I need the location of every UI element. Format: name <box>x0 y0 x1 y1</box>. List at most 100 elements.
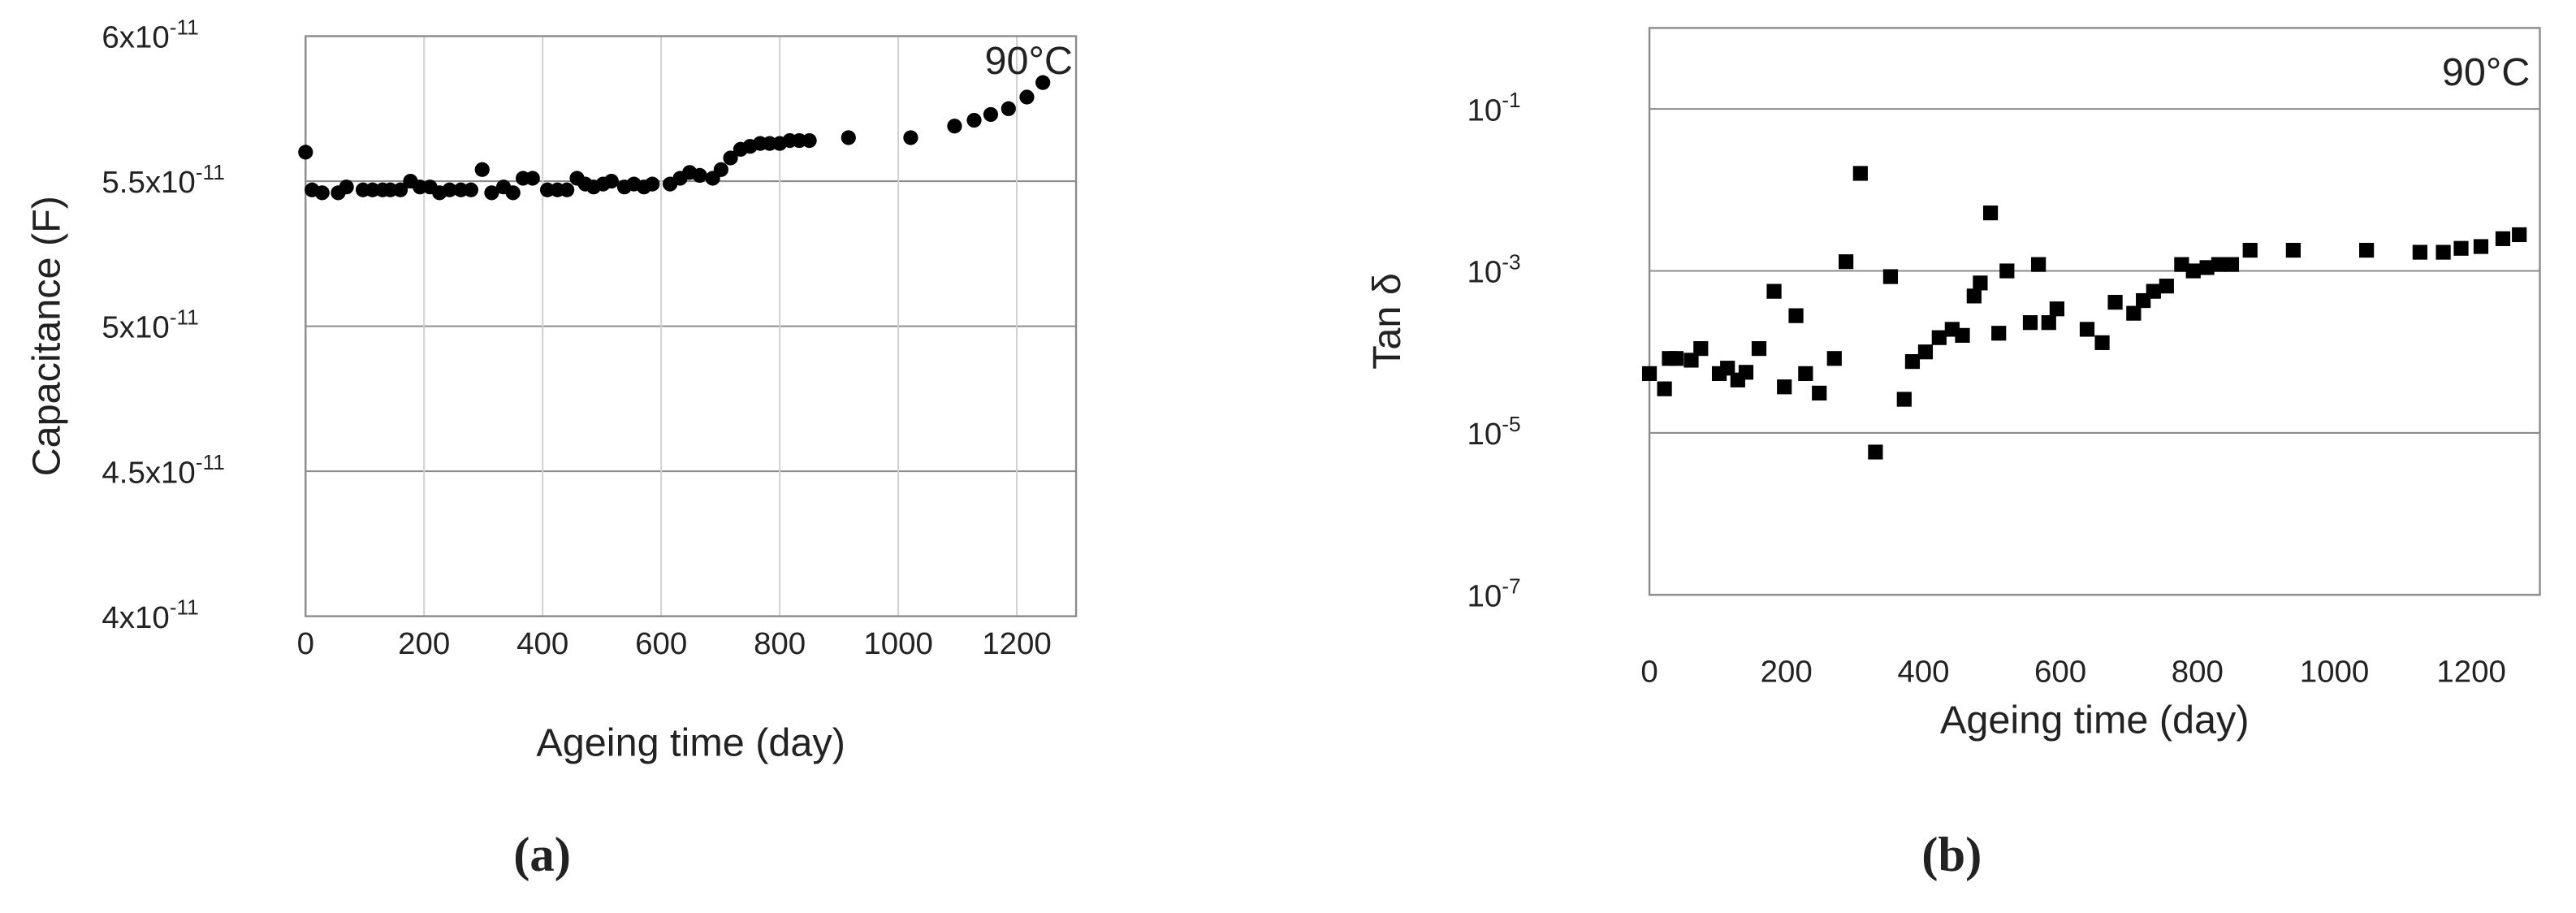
data-point <box>1896 392 1912 407</box>
plot-frame <box>305 35 1078 617</box>
x-tick-label: 1200 <box>982 626 1051 661</box>
x-axis-title: Ageing time (day) <box>536 721 845 765</box>
y-tick-exponent: -7 <box>1502 573 1520 598</box>
data-point <box>2359 242 2375 258</box>
data-point <box>2224 257 2240 272</box>
data-point <box>2185 263 2201 279</box>
data-point <box>1788 308 1804 323</box>
x-tick-label: 0 <box>297 626 314 661</box>
data-point <box>1917 344 1934 360</box>
data-point <box>1999 263 2015 279</box>
data-point <box>1766 283 1782 299</box>
plot-frame <box>1648 27 2541 596</box>
data-point <box>1826 351 1842 366</box>
data-point <box>505 185 521 201</box>
x-tick-label: 1200 <box>2436 655 2505 690</box>
data-point <box>1966 288 1982 304</box>
data-point <box>802 132 817 149</box>
data-point <box>645 176 660 192</box>
x-tick-label: 800 <box>754 626 806 661</box>
y-axis-title: Capacitance (F) <box>25 196 69 476</box>
panel-label: (a) <box>513 828 571 882</box>
data-point <box>2436 244 2451 260</box>
y-tick-label: 10-5 <box>1467 412 1521 452</box>
data-point <box>392 182 408 197</box>
annotation: 90°C <box>985 39 1073 83</box>
data-point <box>525 171 540 186</box>
data-point <box>2031 257 2047 272</box>
data-point <box>903 130 918 145</box>
data-point <box>1693 340 1709 357</box>
data-point <box>484 185 499 201</box>
data-point <box>1812 385 1827 401</box>
y-tick-base: 10 <box>1467 578 1502 613</box>
data-point <box>2022 315 2038 331</box>
data-point <box>1035 75 1051 90</box>
y-tick-label: 4.5x10-11 <box>102 450 224 490</box>
y-tick-base: 5x10 <box>102 310 169 345</box>
data-point <box>298 145 313 160</box>
data-point <box>2285 242 2301 258</box>
y-tick-label: 4x10-11 <box>102 595 198 635</box>
data-point <box>1852 166 1868 181</box>
data-point <box>2146 283 2161 299</box>
y-tick-label: 5.5x10-11 <box>102 160 224 200</box>
data-point <box>841 130 856 145</box>
x-tick-label: 600 <box>635 626 687 661</box>
y-tick-exponent: -11 <box>196 160 225 184</box>
y-tick-label: 6x10-11 <box>102 15 198 55</box>
x-tick-label: 600 <box>2034 655 2086 690</box>
data-point <box>1668 351 1684 366</box>
data-point <box>1001 101 1016 116</box>
data-point <box>1720 361 1735 376</box>
data-point <box>2174 257 2189 272</box>
data-point <box>1904 354 1921 370</box>
x-tick-label: 800 <box>2172 655 2224 690</box>
data-point <box>339 180 354 195</box>
x-axis-title: Ageing time (day) <box>1940 698 2249 742</box>
data-point <box>1973 275 1988 291</box>
data-point <box>442 182 457 197</box>
data-point <box>2049 301 2064 317</box>
data-point <box>1798 366 1813 382</box>
data-point <box>1868 444 1883 460</box>
y-tick-exponent: -11 <box>170 595 199 620</box>
x-tick-label: 400 <box>1897 655 1949 690</box>
y-tick-base: 4x10 <box>102 600 169 635</box>
data-point <box>1641 366 1658 382</box>
data-point <box>2094 335 2110 350</box>
data-point <box>2495 231 2511 246</box>
x-tick-label: 0 <box>1640 655 1658 690</box>
data-point <box>1991 326 2007 341</box>
data-point <box>723 150 738 166</box>
data-point <box>1982 206 1999 221</box>
panel-label: (b) <box>1921 828 1982 882</box>
data-point <box>2159 279 2174 294</box>
data-point <box>1683 353 1699 368</box>
data-point <box>2041 315 2056 331</box>
data-point <box>1738 365 1754 380</box>
data-point <box>1931 330 1947 345</box>
data-point <box>1019 89 1035 105</box>
y-tick-label: 10-3 <box>1467 249 1521 289</box>
y-tick-label: 10-7 <box>1467 573 1521 613</box>
y-tick-base: 4.5x10 <box>102 455 195 490</box>
x-tick-label: 200 <box>398 626 450 661</box>
data-point <box>560 182 575 197</box>
x-tick-label: 200 <box>1761 655 1813 690</box>
data-point <box>2453 240 2469 256</box>
data-point <box>1657 381 1672 396</box>
y-tick-base: 10 <box>1467 255 1502 290</box>
data-point <box>1751 340 1767 357</box>
y-axis-title: Tan δ <box>1365 273 1409 370</box>
y-tick-label: 10-1 <box>1467 88 1521 128</box>
x-tick-label: 1000 <box>2300 655 2369 690</box>
y-tick-base: 6x10 <box>102 20 169 55</box>
y-tick-exponent: -11 <box>170 15 199 40</box>
data-point <box>2412 244 2427 260</box>
data-point <box>2512 227 2527 243</box>
data-point <box>474 162 490 177</box>
y-tick-exponent: -5 <box>1502 412 1520 436</box>
